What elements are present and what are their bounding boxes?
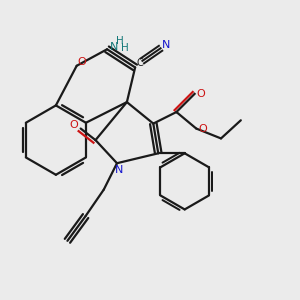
Text: O: O (197, 89, 206, 99)
Text: N: N (162, 40, 171, 50)
Text: N: N (110, 42, 118, 52)
Text: H: H (116, 36, 124, 46)
Text: C: C (136, 58, 143, 68)
Text: N: N (114, 166, 123, 176)
Text: H: H (122, 43, 129, 52)
Text: O: O (199, 124, 207, 134)
Text: O: O (70, 120, 78, 130)
Text: O: O (77, 58, 86, 68)
